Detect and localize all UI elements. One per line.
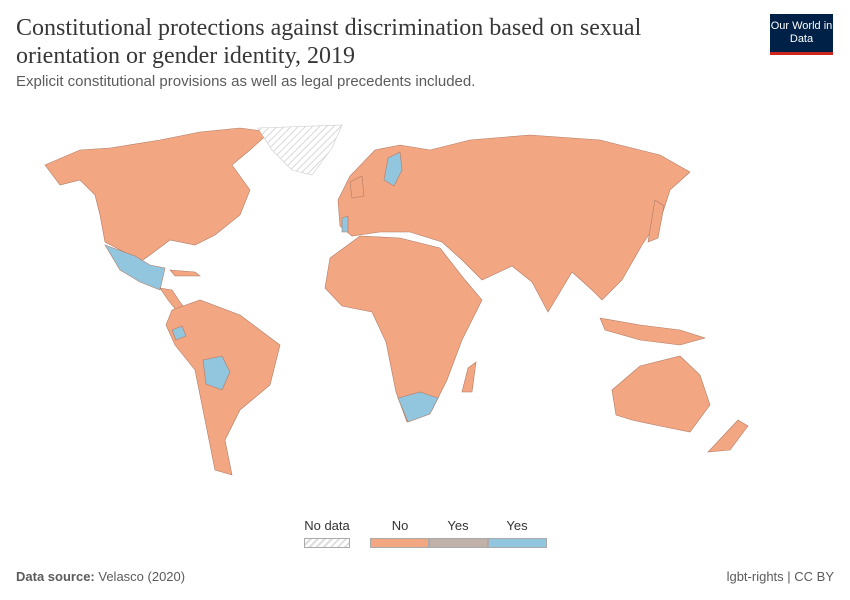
region-uk[interactable] [349,175,365,199]
region-greenland[interactable] [257,124,343,176]
region-australia[interactable] [611,355,711,433]
legend-label-no: No [391,518,409,533]
region-new-zealand[interactable] [707,419,749,453]
source-label: Data source: [16,569,95,584]
region-north-america[interactable] [44,127,271,263]
region-africa[interactable] [324,235,483,423]
owid-logo[interactable]: Our World in Data [770,14,833,55]
region-indonesia[interactable] [599,317,707,346]
region-japan[interactable] [647,199,665,243]
legend-swatch-yes-partial [429,538,488,548]
chart-title: Constitutional protections against discr… [16,15,642,69]
region-eurasia[interactable] [337,134,691,313]
legend-swatch-no-data [304,538,350,548]
region-sweden[interactable] [383,151,403,187]
legend-label-yes: Yes [506,518,528,533]
region-portugal[interactable] [341,215,349,233]
region-ecuador[interactable] [171,325,187,341]
world-map [44,124,749,476]
legend: No data No Yes Yes [300,518,560,554]
legend-swatch-yes [488,538,547,548]
source-link[interactable]: Velasco (2020) [98,569,186,584]
data-source: Data source: Velasco (2020) [16,569,185,584]
region-mexico[interactable] [104,244,166,291]
chart-subtitle: Explicit constitutional provisions as we… [16,73,476,90]
legend-swatch-no [370,538,429,548]
license[interactable]: lgbt-rights | CC BY [726,569,834,584]
region-bolivia[interactable] [202,355,231,391]
region-caribbean[interactable] [169,269,201,277]
legend-label-yes-partial: Yes [447,518,469,533]
legend-label-no-data: No data [304,518,350,533]
region-madagascar[interactable] [461,361,477,393]
region-south-africa[interactable] [397,391,439,423]
